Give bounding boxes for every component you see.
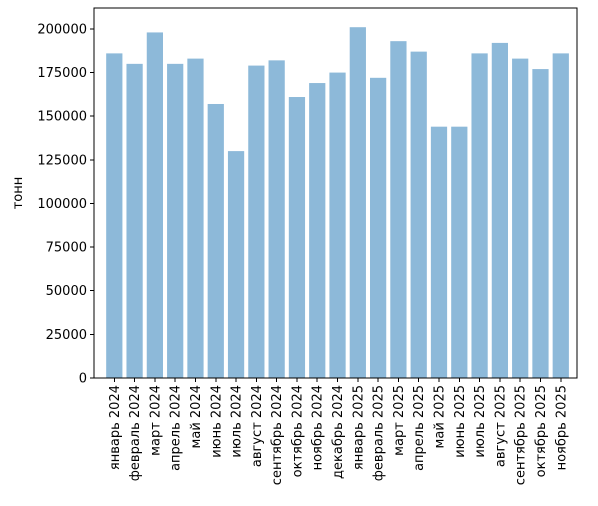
plot-frame	[93, 7, 578, 379]
y-axis-label: тонн	[11, 177, 26, 210]
bar	[471, 53, 488, 378]
bar	[410, 51, 427, 378]
bar	[106, 53, 123, 378]
bar	[329, 72, 346, 378]
x-tick-label: май 2025	[433, 385, 448, 448]
bar	[288, 97, 306, 378]
bar	[268, 60, 285, 379]
x-tick-label: февраль 2025	[372, 385, 387, 481]
x-tick-label: январь 2025	[351, 385, 366, 470]
bar	[309, 83, 326, 379]
bar	[146, 32, 163, 379]
bar	[430, 126, 448, 379]
x-tick-label: август 2025	[493, 385, 508, 467]
x-tick-label: октябрь 2025	[534, 385, 549, 477]
x-tick-label: сентябрь 2024	[270, 385, 285, 485]
y-tick-label: 100000	[37, 197, 87, 212]
y-tick-label: 150000	[37, 110, 87, 125]
x-tick-label: март 2025	[392, 385, 407, 456]
bar	[552, 53, 569, 378]
x-tick-label: декабрь 2024	[331, 385, 346, 479]
x-tick-label: март 2024	[148, 385, 163, 456]
y-axis: 0 25000 50000 75000 100000 125000 150000 175000…	[37, 22, 94, 387]
y-tick-label: 200000	[37, 22, 87, 37]
x-tick-label: июль 2025	[473, 385, 488, 458]
bar	[451, 126, 468, 379]
x-tick-label: октябрь 2024	[290, 385, 305, 477]
y-tick-label: 50000	[46, 284, 87, 299]
y-tick-label: 25000	[46, 328, 87, 343]
bar	[227, 151, 245, 378]
bar	[167, 63, 184, 378]
x-tick-label: январь 2024	[108, 385, 123, 470]
bar	[370, 77, 387, 378]
y-tick-label: 75000	[46, 241, 87, 256]
x-tick-label: июнь 2025	[453, 385, 468, 458]
y-tick-label: 0	[79, 372, 87, 387]
bar	[207, 103, 224, 379]
bar	[248, 65, 265, 378]
bar	[390, 41, 407, 378]
x-tick-label: февраль 2024	[128, 385, 143, 481]
y-tick-label: 125000	[37, 153, 87, 168]
x-tick-label: апрель 2025	[412, 385, 427, 471]
x-tick-label: апрель 2024	[169, 385, 184, 471]
bar	[187, 58, 204, 379]
bar	[512, 58, 529, 379]
x-tick-label: ноябрь 2025	[554, 385, 569, 470]
x-tick-label: май 2024	[189, 385, 204, 448]
x-tick-label: июнь 2024	[209, 385, 224, 458]
bars-layer	[106, 27, 569, 379]
x-axis: январь 2024 февраль 2024 март 2024 апрель 2…	[108, 378, 569, 485]
x-tick-label: август 2024	[250, 385, 265, 467]
bar	[491, 42, 508, 378]
bar	[349, 27, 366, 378]
bar	[126, 63, 143, 378]
y-tick-label: 175000	[37, 66, 87, 81]
x-tick-label: ноябрь 2024	[311, 385, 326, 470]
x-tick-label: июль 2024	[230, 385, 245, 458]
x-tick-label: сентябрь 2025	[514, 385, 529, 485]
bar	[532, 69, 549, 378]
